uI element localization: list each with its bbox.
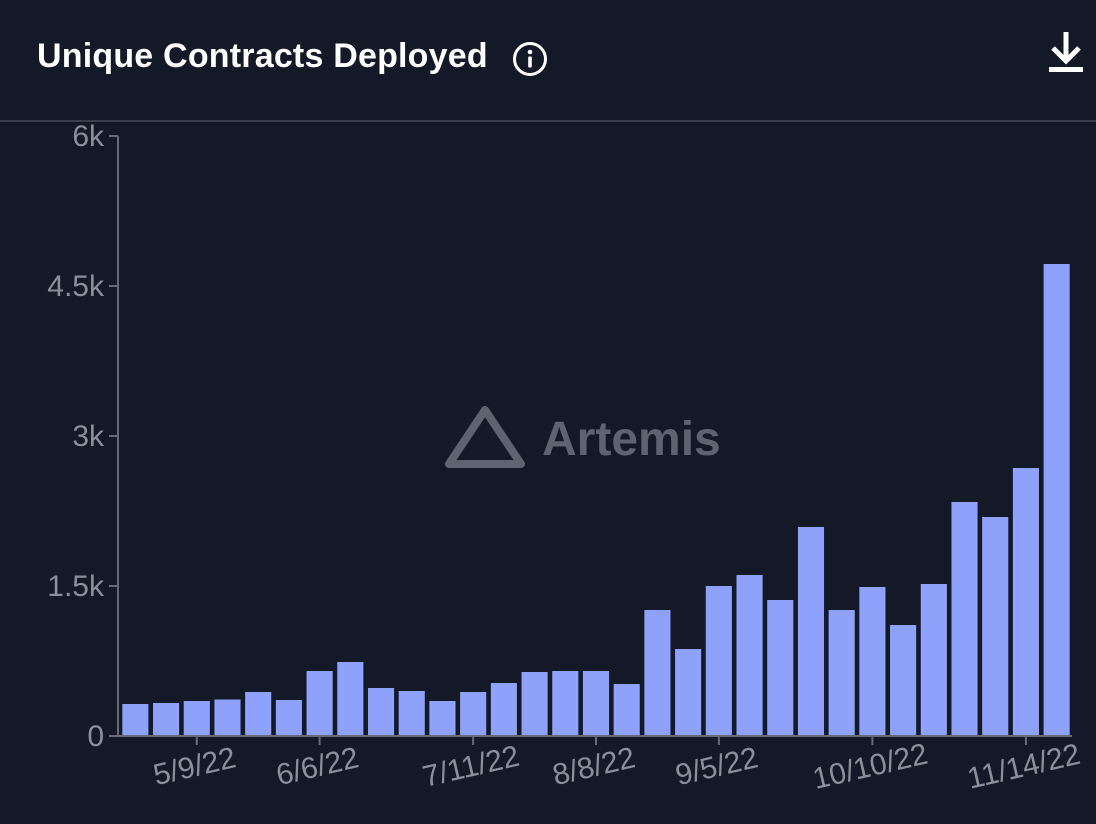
bar-8-1-22[interactable] [552,671,579,736]
bar-8-8-22[interactable] [582,671,610,736]
y-tick-label: 0 [87,720,104,753]
y-tick-label: 6k [72,122,105,153]
bar-9-26-22[interactable] [797,527,825,736]
bar-8-15-22[interactable] [613,684,640,736]
bar-5-30-22[interactable] [275,700,302,736]
bar-11-14-22[interactable] [1012,468,1039,736]
x-tick-label: 6/6/22 [273,741,362,792]
bar-10-17-22[interactable] [890,625,917,736]
bar-7-25-22[interactable] [521,672,548,736]
chart-header: Unique Contracts Deployed [0,0,1096,122]
bar-10-10-22[interactable] [859,587,886,736]
bar-5-16-22[interactable] [214,699,241,737]
bar-11-21-22[interactable] [1043,264,1070,736]
bar-5-2-22[interactable] [153,703,180,736]
bar-9-5-22[interactable] [705,586,732,736]
download-icon[interactable] [1044,30,1088,76]
bar-5-9-22[interactable] [183,701,210,736]
bar-9-19-22[interactable] [767,600,794,736]
bar-7-11-22[interactable] [460,692,487,736]
bar-10-3-22[interactable] [828,610,855,736]
x-tick-label: 11/14/22 [964,738,1083,796]
x-tick-label: 8/8/22 [550,741,639,792]
y-tick-label: 1.5k [47,570,105,603]
watermark-text: Artemis [542,413,721,466]
bar-4-25-22[interactable] [122,704,149,736]
bar-5-23-22[interactable] [245,692,272,736]
bar-6-6-22[interactable] [306,671,333,736]
bar-7-4-22[interactable] [429,701,456,736]
bar-chart: Artemis 0 1.5k 3k 4.5k 6k 5/9/22 6/6/22 7/11/2… [47,122,1083,796]
bar-9-12-22[interactable] [736,575,763,736]
x-tick-label: 5/9/22 [150,741,239,792]
triangle-logo-icon [445,406,525,468]
bar-6-27-22[interactable] [398,691,425,736]
bar-6-13-22[interactable] [337,662,364,736]
bar-6-20-22[interactable] [367,688,395,736]
info-icon[interactable] [512,41,548,77]
bar-11-7-22[interactable] [982,517,1009,736]
x-tick-label: 10/10/22 [810,738,931,796]
bar-8-22-22[interactable] [644,610,671,736]
y-tick-label: 3k [72,420,105,453]
bar-8-29-22[interactable] [675,649,702,736]
bar-10-24-22[interactable] [920,584,947,736]
bar-7-18-22[interactable] [490,683,517,736]
x-tick-label: 9/5/22 [672,741,761,792]
artemis-watermark: Artemis [445,406,721,468]
y-tick-label: 4.5k [47,270,105,303]
chart-title: Unique Contracts Deployed [37,37,488,75]
bar-10-31-22[interactable] [951,502,978,736]
x-tick-label: 7/11/22 [420,740,523,794]
